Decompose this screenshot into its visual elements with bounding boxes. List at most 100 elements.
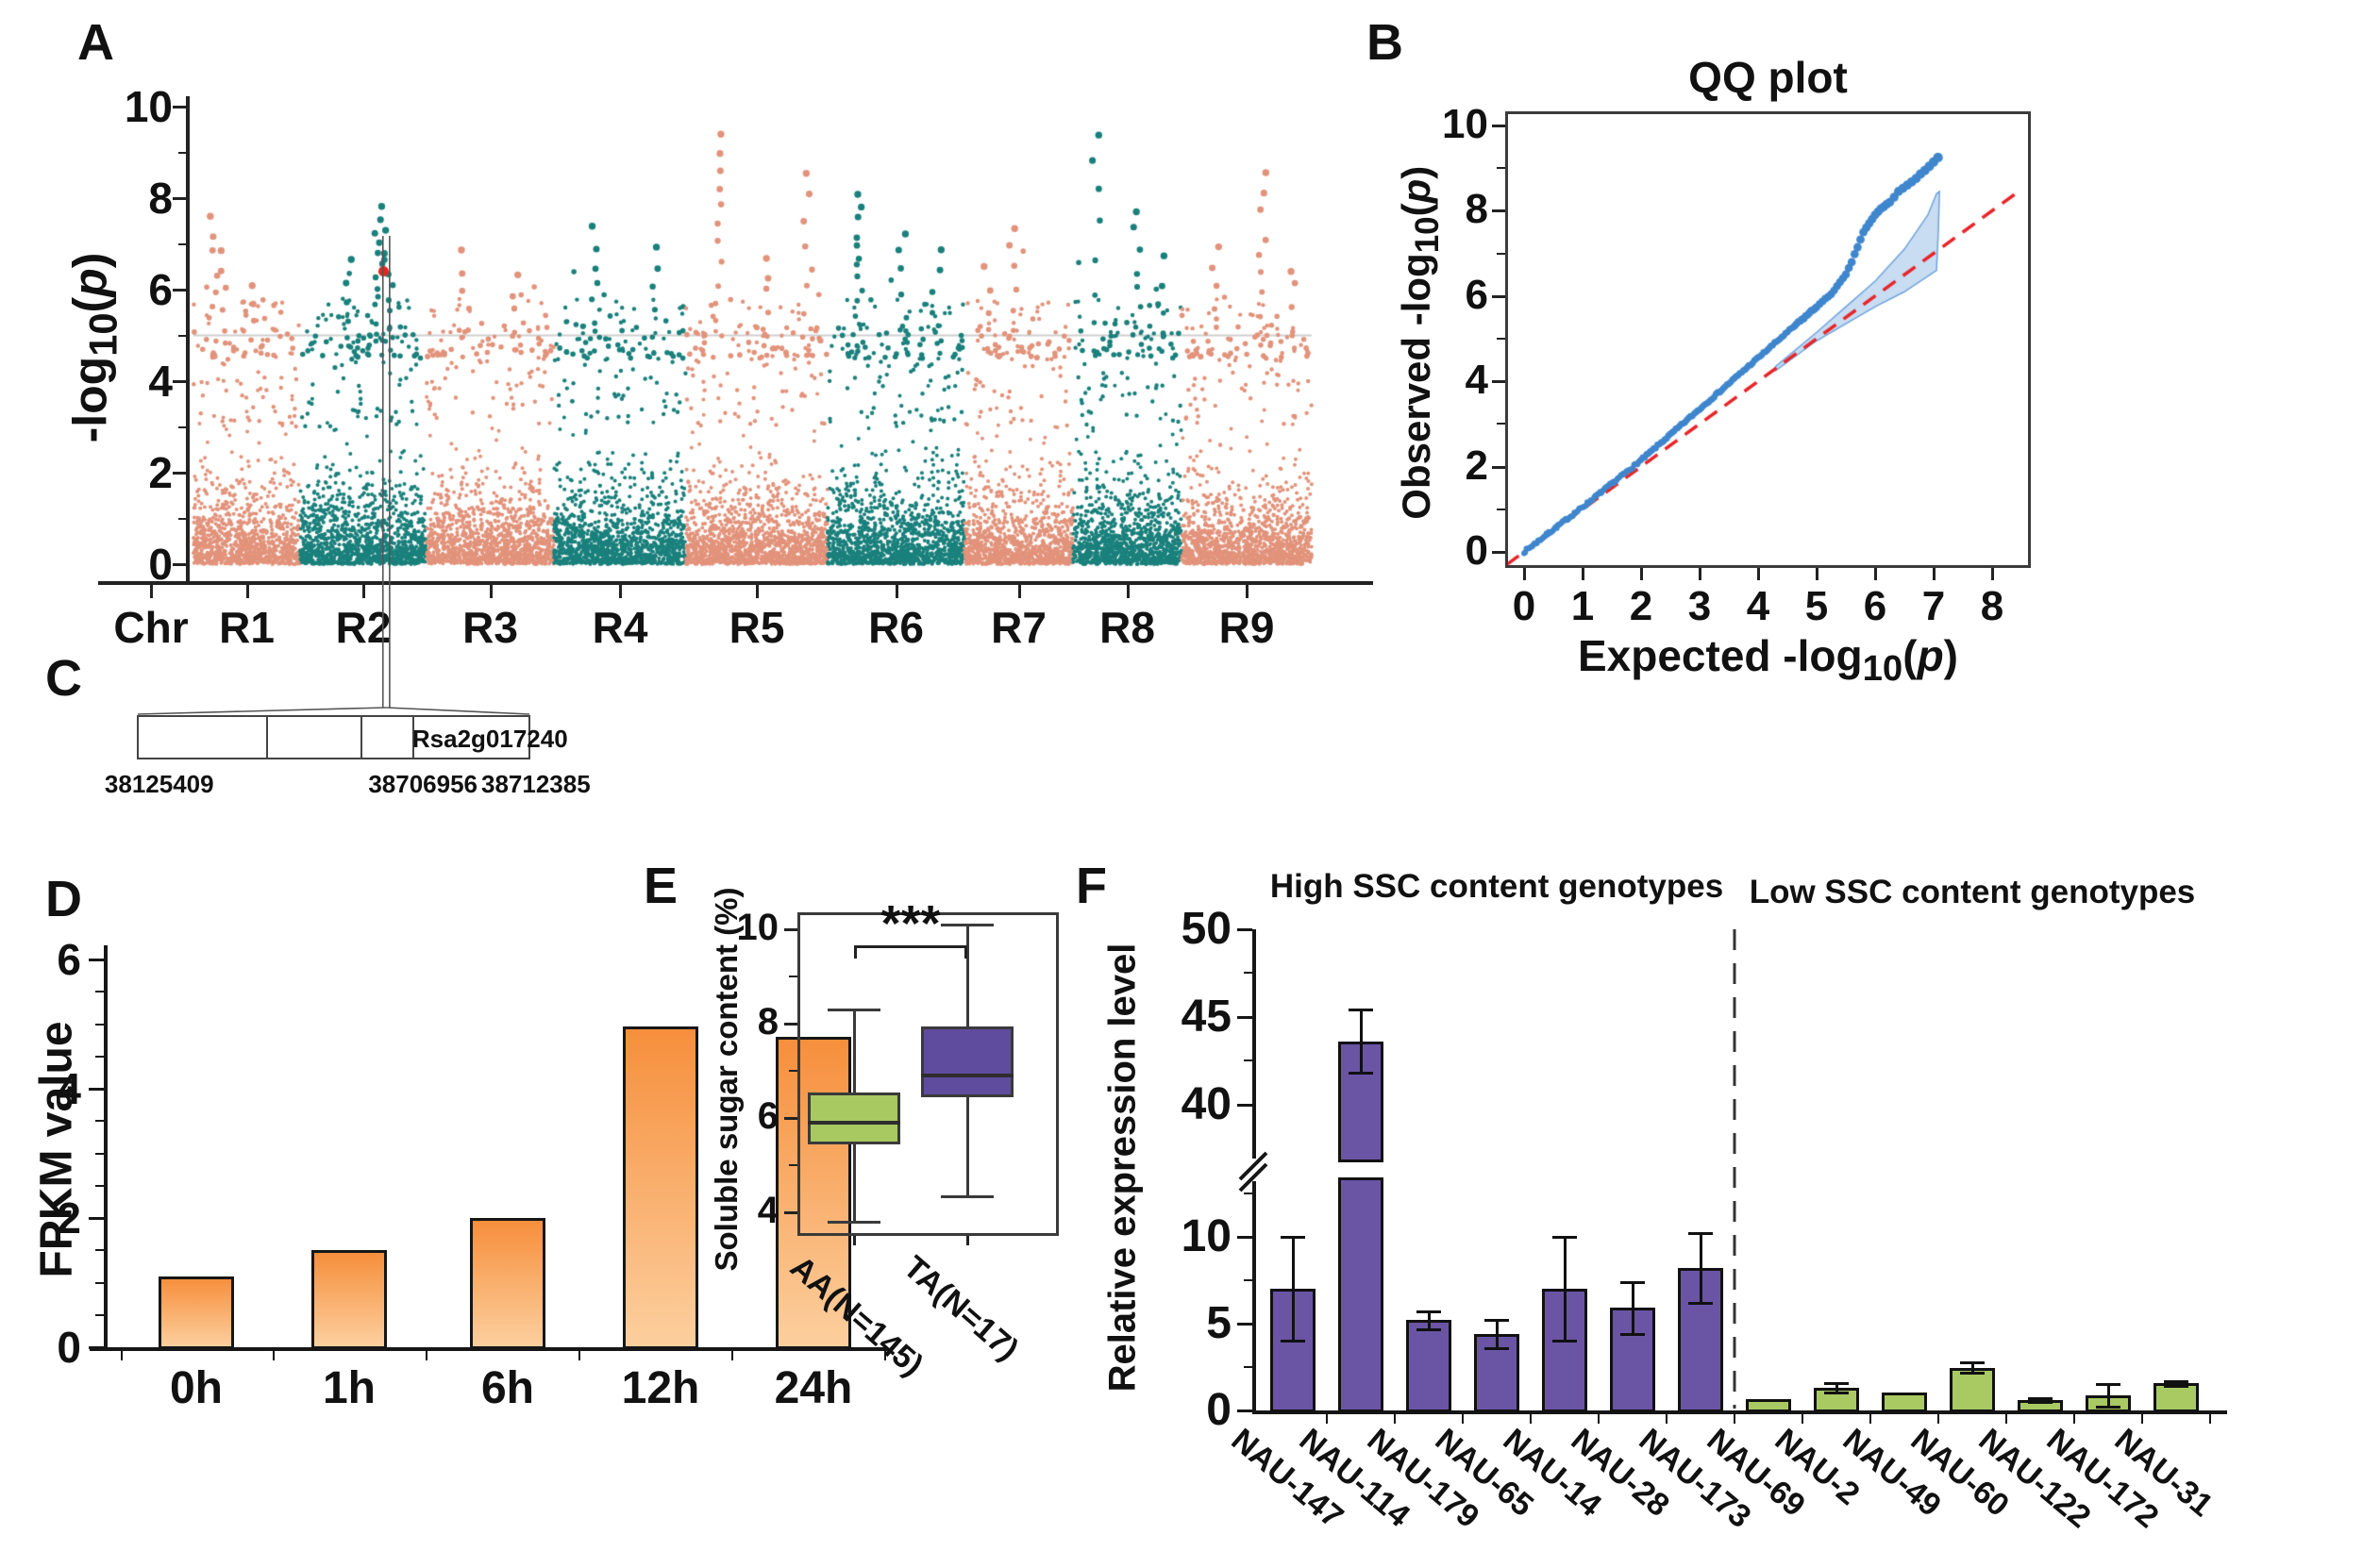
error-bar-cap — [2164, 1380, 2188, 1384]
a-x-tick — [1017, 585, 1021, 598]
qq-y-axis-label: Observed -log10(p) — [1393, 165, 1447, 520]
a-y-minor-tick — [178, 425, 187, 428]
qq-y-minor-tick — [1497, 508, 1505, 510]
f-y-minor-tick — [1244, 1366, 1252, 1368]
f-y-tick-label: 40 — [1181, 1078, 1232, 1129]
error-bar-cap — [1552, 1340, 1577, 1343]
a-x-tick-label: R2 — [335, 603, 392, 652]
e-y-tick — [784, 928, 797, 931]
d-x-tick — [731, 1351, 733, 1360]
e-y-minor-tick — [789, 1164, 797, 1166]
a-x-tick-label: R3 — [462, 603, 518, 652]
a-y-tick-label: 8 — [148, 174, 173, 223]
qq-y-tick-label: 10 — [1442, 101, 1488, 147]
qq-y-tick — [1492, 380, 1505, 384]
box-whisker-line — [853, 1009, 856, 1093]
a-x-tick-label: R6 — [868, 603, 924, 652]
error-bar-cap — [1281, 1340, 1305, 1343]
f-x-tick — [1802, 1414, 1803, 1424]
qq-y-tick — [1492, 209, 1505, 213]
error-bar-cap — [1552, 1236, 1577, 1239]
a-x-tick — [895, 585, 898, 598]
f-y-minor-tick — [1244, 1193, 1252, 1194]
box-whisker-line — [853, 1143, 856, 1222]
e-y-tick — [784, 1023, 797, 1026]
qq-title: QQ plot — [1688, 53, 1848, 102]
d-y-tick-label: 0 — [57, 1323, 81, 1372]
bar-expression — [1882, 1392, 1927, 1412]
f-y-tick — [1237, 928, 1252, 931]
f-x-tick — [1462, 1414, 1464, 1424]
qq-frame — [1505, 111, 2031, 568]
a-x-tick — [1246, 585, 1249, 598]
a-x-tick-label: R7 — [991, 603, 1047, 652]
f-x-tick — [2005, 1414, 2007, 1424]
a-y-minor-tick — [178, 151, 187, 154]
qq-x-tick — [1933, 568, 1936, 580]
a-y-minor-tick — [178, 334, 187, 337]
box-median-line — [921, 1074, 1014, 1077]
error-bar-line — [1360, 1009, 1363, 1074]
a-y-tick-label: 6 — [148, 265, 173, 314]
a-y-tick-label: 2 — [148, 448, 173, 497]
error-bar-cap — [1484, 1319, 1509, 1323]
f-x-tick — [1598, 1414, 1600, 1424]
a-x-tick-label: R8 — [1099, 603, 1155, 652]
d-x-axis — [90, 1347, 887, 1351]
a-y-tick-label: 10 — [124, 82, 173, 131]
panel-label-d: D — [45, 871, 82, 927]
qq-y-tick-label: 6 — [1465, 271, 1488, 318]
d-x-tick-label: 0h — [169, 1363, 223, 1413]
a-x-tick — [245, 585, 249, 598]
d-x-tick — [884, 1351, 886, 1360]
gene-model-box — [137, 715, 530, 759]
panel-label-f: F — [1076, 858, 1107, 914]
qq-x-tick-label: 1 — [1570, 583, 1595, 629]
error-bar-line — [1496, 1320, 1499, 1348]
a-x-tick — [1126, 585, 1130, 598]
f-y-minor-tick — [1244, 1059, 1252, 1062]
a-x-tick-label: R9 — [1218, 603, 1275, 652]
gene-model-divider — [360, 715, 363, 759]
a-y-tick — [173, 106, 187, 108]
f-y-tick — [1237, 1410, 1252, 1412]
a-x-tick — [756, 585, 759, 598]
a-y-tick-label: 0 — [148, 540, 173, 589]
d-y-minor-tick — [95, 1313, 104, 1316]
error-bar-cap — [2028, 1401, 2053, 1405]
e-y-tick — [784, 1211, 797, 1214]
d-y-minor-tick — [95, 1152, 104, 1155]
gene-coordinate-label: 38706956 — [368, 770, 478, 798]
a-y-minor-tick — [178, 242, 187, 245]
f-x-tick — [2073, 1414, 2075, 1424]
d-y-minor-tick — [95, 1249, 104, 1252]
a-y-axis-label: -log10(p) — [63, 252, 126, 443]
e-x-tick — [853, 1236, 856, 1245]
e-y-minor-tick — [789, 976, 797, 977]
f-y-tick-label: 45 — [1181, 991, 1232, 1042]
gene-model-divider — [411, 715, 414, 759]
error-bar-line — [1971, 1362, 1974, 1374]
bar-expression — [2154, 1383, 2199, 1412]
d-x-tick — [121, 1351, 123, 1360]
e-y-tick-label: 8 — [757, 1001, 779, 1043]
qq-y-tick-label: 0 — [1465, 527, 1488, 574]
e-y-axis-label: Soluble sugar content (%) — [709, 887, 744, 1272]
qq-x-tick-label: 6 — [1863, 583, 1887, 629]
error-bar-cap — [2028, 1396, 2053, 1400]
bar-expression — [1338, 1177, 1383, 1412]
f-x-tick — [1937, 1414, 1939, 1424]
error-bar-cap — [1620, 1280, 1645, 1284]
d-y-tick-label: 2 — [57, 1193, 81, 1243]
error-bar-cap — [2096, 1383, 2120, 1387]
error-bar-cap — [1620, 1333, 1645, 1337]
bar-expression — [1406, 1320, 1451, 1412]
box-median-line — [808, 1121, 900, 1125]
qq-y-tick — [1492, 551, 1505, 554]
d-x-tick-label: 24h — [774, 1363, 853, 1413]
bar-fpkm — [311, 1250, 387, 1349]
error-bar-line — [1835, 1383, 1838, 1393]
a-y-minor-tick — [178, 517, 187, 520]
d-x-tick — [426, 1351, 427, 1360]
